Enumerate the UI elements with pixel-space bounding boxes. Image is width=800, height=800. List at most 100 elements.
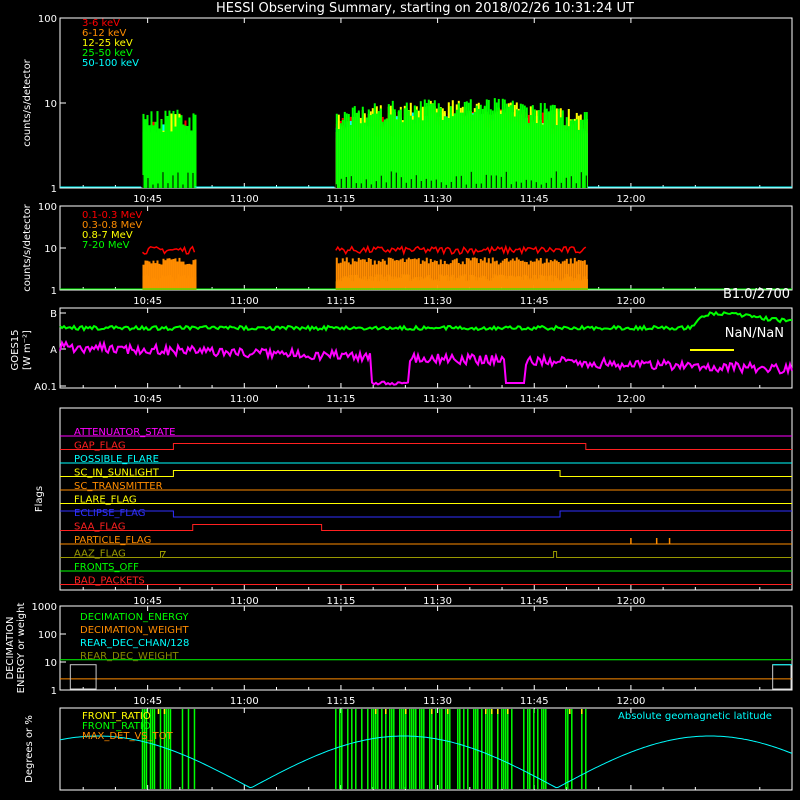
count-bar-high-2 xyxy=(154,263,157,290)
count-bar-high-2 xyxy=(571,263,574,290)
y-tick-label: 100 xyxy=(38,202,57,213)
count-bar-4 xyxy=(483,105,486,188)
count-bar-high-2 xyxy=(192,260,195,290)
count-bar-4 xyxy=(345,113,348,188)
flag-label: FLARE_FLAG xyxy=(74,495,137,506)
count-bar-high-2 xyxy=(381,259,384,290)
count-bar-high-2 xyxy=(449,263,452,290)
count-gap xyxy=(580,172,582,188)
count-bar-4 xyxy=(573,120,576,188)
count-bar-4 xyxy=(525,107,528,188)
time-tick-label: 12:00 xyxy=(616,596,645,607)
count-bar-4 xyxy=(393,109,396,188)
count-bar-4 xyxy=(148,125,151,188)
count-gap xyxy=(415,175,417,188)
count-gap xyxy=(430,180,432,188)
time-tick-label: 11:15 xyxy=(327,194,356,205)
count-bar-4 xyxy=(186,125,189,188)
count-bar-4 xyxy=(152,125,155,188)
count-bar-4 xyxy=(156,111,159,188)
legend-entry: 0.1-0.3 MeV xyxy=(82,210,142,221)
count-bar-high-2 xyxy=(385,264,388,290)
count-gap xyxy=(167,183,169,188)
count-bar-4 xyxy=(547,111,550,188)
count-bar-4 xyxy=(511,100,514,188)
count-bar-4 xyxy=(447,118,450,188)
count-gap xyxy=(182,184,184,188)
count-gap xyxy=(192,172,194,188)
count-bar-4 xyxy=(383,119,386,188)
count-gap xyxy=(440,182,442,188)
count-bar-high-2 xyxy=(457,262,460,290)
count-bar-high-2 xyxy=(553,259,556,290)
count-bar-high-2 xyxy=(499,262,502,290)
time-tick-label: 11:00 xyxy=(230,394,259,405)
count-bar-4 xyxy=(359,123,362,188)
legend-entry: 50-100 keV xyxy=(82,58,139,69)
time-tick-label: 11:45 xyxy=(520,194,549,205)
count-bar-high-2 xyxy=(551,261,554,290)
count-bar-4 xyxy=(435,112,438,188)
count-bar-high-2 xyxy=(365,261,368,290)
count-bar-4 xyxy=(431,103,434,188)
count-gap xyxy=(520,182,522,188)
count-bar-high-2 xyxy=(347,262,350,290)
count-bar-4 xyxy=(349,124,352,188)
count-bar-4 xyxy=(335,113,338,188)
count-bar-4 xyxy=(519,103,522,188)
count-bar-high-2 xyxy=(447,264,450,290)
series-line-0.1-0.3 xyxy=(141,245,196,255)
count-bar-4 xyxy=(443,116,446,188)
count-bar-4 xyxy=(150,111,153,188)
count-bar-4 xyxy=(529,115,532,188)
count-bar-4 xyxy=(493,98,496,188)
count-bar-high-2 xyxy=(521,260,524,290)
count-gap xyxy=(177,172,179,188)
count-bar-4 xyxy=(357,110,360,188)
count-bar-high-2 xyxy=(515,257,518,290)
count-gap xyxy=(510,184,512,188)
count-bar-4 xyxy=(407,110,410,188)
count-bar-4 xyxy=(557,108,560,188)
count-bar-high-2 xyxy=(421,260,424,290)
count-bar-4 xyxy=(351,107,354,188)
count-bar-4 xyxy=(144,119,147,188)
count-bar-4 xyxy=(487,99,490,188)
count-bar-high-2 xyxy=(527,264,530,290)
count-bar-high-2 xyxy=(168,258,171,290)
count-bar-high-2 xyxy=(367,258,370,290)
legend-entry: 7-20 MeV xyxy=(82,240,130,251)
count-gap xyxy=(445,184,447,188)
count-bar-high-2 xyxy=(453,259,456,290)
count-bar-high-2 xyxy=(443,260,446,290)
count-bar-high-2 xyxy=(427,263,430,290)
count-bar-4 xyxy=(405,102,408,188)
count-gap xyxy=(540,184,542,188)
count-gap xyxy=(500,176,502,188)
count-bar-high-2 xyxy=(485,262,488,290)
count-bar-high-2 xyxy=(188,263,191,290)
count-bar-4 xyxy=(465,101,468,188)
count-bar-high-2 xyxy=(339,262,342,290)
count-bar-4 xyxy=(497,98,500,188)
y-axis-label: counts/s/detector xyxy=(22,58,33,146)
count-bar-4 xyxy=(339,123,342,188)
count-bar-4 xyxy=(353,106,356,188)
count-bar-high-2 xyxy=(419,263,422,290)
count-bar-high-2 xyxy=(471,257,474,290)
count-bar-high-2 xyxy=(391,258,394,290)
count-bar-high-2 xyxy=(395,259,398,290)
count-bar-high-2 xyxy=(545,258,548,290)
y-axis-unit: [W m⁻²] xyxy=(22,330,33,370)
flag-line xyxy=(60,524,792,531)
count-bar-high-2 xyxy=(401,258,404,290)
time-tick-label: 10:45 xyxy=(133,296,162,307)
count-bar-high-2 xyxy=(511,258,514,290)
count-bar-4 xyxy=(423,99,426,188)
count-bar-high-2 xyxy=(158,263,161,290)
y-tick-label: B xyxy=(50,309,57,320)
y-tick-label: 1 xyxy=(51,184,57,195)
y-tick-label: 1 xyxy=(51,686,57,697)
count-bar-4 xyxy=(555,125,558,188)
count-bar-high-2 xyxy=(491,257,494,290)
